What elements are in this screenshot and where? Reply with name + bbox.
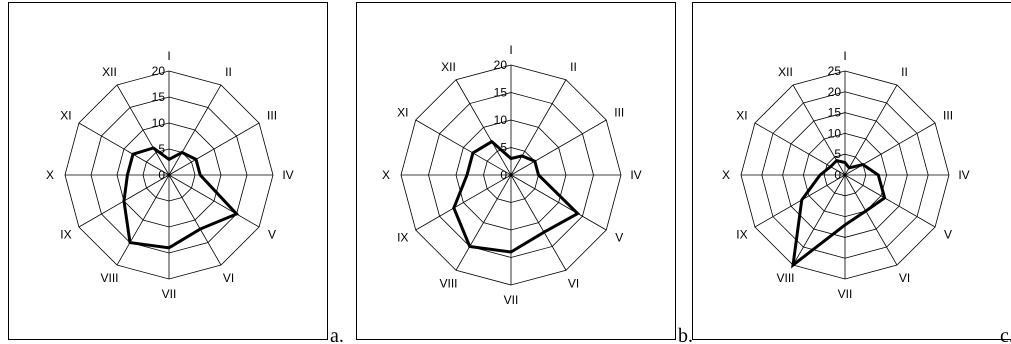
tick-label: 10 — [152, 116, 166, 130]
category-label: II — [570, 60, 577, 74]
grid-spoke — [455, 79, 512, 176]
tick-label: 0 — [500, 168, 507, 182]
category-label: VIII — [100, 271, 118, 285]
grid-spoke — [510, 174, 607, 231]
data-series-line — [791, 158, 887, 269]
grid-spoke — [116, 84, 170, 176]
category-label: V — [615, 231, 623, 245]
category-label: VI — [568, 276, 579, 290]
category-label: VIII — [439, 276, 457, 290]
grid-spoke — [415, 119, 512, 176]
grid-spoke — [754, 174, 846, 228]
tick-label: 15 — [152, 90, 166, 104]
panel-b: I II III IV V VI VII VIII IX X XI XII 0 5 10 15 20 — [356, 2, 676, 340]
grid-spoke — [844, 174, 936, 228]
category-label: X — [722, 168, 730, 182]
tick-label: 0 — [834, 168, 841, 182]
tick-label: 10 — [828, 126, 842, 140]
tick-label: 20 — [828, 85, 842, 99]
category-label: XI — [60, 109, 71, 123]
category-label: IV — [958, 168, 969, 182]
panel-a: I II III IV V VI VII VIII IX X XI XII 0 5 10 15 20 — [8, 2, 328, 340]
category-label: IX — [397, 231, 408, 245]
grid-spoke — [510, 174, 567, 271]
category-label: VI — [223, 271, 234, 285]
category-label: IX — [60, 228, 71, 242]
grid-spoke — [510, 79, 567, 176]
grid-spoke — [168, 174, 260, 228]
category-label: I — [167, 49, 170, 63]
tick-label: 0 — [158, 168, 165, 182]
grid-spoke — [168, 174, 222, 266]
tick-label: 5 — [158, 142, 165, 156]
grid-spoke — [116, 174, 170, 266]
category-label: VII — [838, 287, 853, 301]
category-label: IV — [282, 168, 293, 182]
tick-label: 20 — [152, 64, 166, 78]
tick-label: 10 — [494, 113, 508, 127]
grid-spoke — [168, 84, 222, 176]
grid-spoke — [510, 119, 607, 176]
category-label: II — [901, 65, 908, 79]
category-label: VII — [162, 287, 177, 301]
panel-c: I II III IV V VI VII VIII IX X XI XII 0 5 10 15 20 25 — [692, 2, 1011, 340]
tick-label: 20 — [494, 58, 508, 72]
category-label: I — [509, 43, 512, 57]
category-label: III — [267, 109, 277, 123]
tick-label: 15 — [494, 86, 508, 100]
category-label: XI — [736, 109, 747, 123]
tick-label: 5 — [500, 141, 507, 155]
grid-spoke — [78, 122, 170, 176]
category-label: II — [225, 65, 232, 79]
category-label: IV — [630, 168, 641, 182]
panel-label-c: c. — [1000, 325, 1011, 344]
panel-label-b: b. — [678, 325, 693, 344]
category-label: VI — [899, 271, 910, 285]
grid-spoke — [415, 174, 512, 231]
category-label: VII — [504, 293, 519, 307]
grid-spoke — [844, 84, 898, 176]
grid-spoke — [792, 174, 846, 266]
grid-spoke — [844, 174, 898, 266]
category-label: X — [46, 168, 54, 182]
data-series-line — [452, 139, 581, 254]
category-label: VIII — [776, 271, 794, 285]
category-label: V — [944, 228, 952, 242]
category-label: XI — [397, 106, 408, 120]
tick-label: 5 — [834, 147, 841, 161]
grid-spoke — [168, 122, 260, 176]
data-series-line — [122, 146, 240, 250]
category-label: V — [268, 228, 276, 242]
category-label: IX — [736, 228, 747, 242]
category-label: III — [943, 109, 953, 123]
tick-label: 15 — [828, 106, 842, 120]
category-label: I — [843, 49, 846, 63]
category-label: XII — [102, 65, 117, 79]
panel-label-a: a. — [330, 325, 344, 344]
category-label: III — [614, 106, 624, 120]
category-label: XII — [441, 60, 456, 74]
grid-spoke — [455, 174, 512, 271]
category-label: XII — [778, 65, 793, 79]
tick-label: 25 — [828, 64, 842, 78]
category-label: X — [382, 168, 390, 182]
